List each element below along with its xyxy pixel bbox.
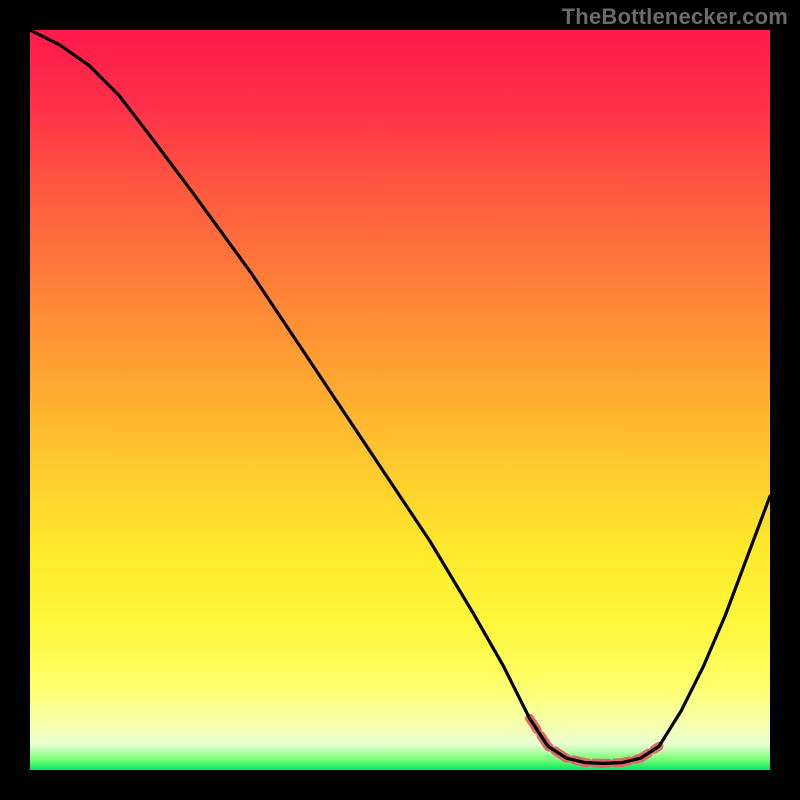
watermark-text: TheBottlenecker.com — [562, 4, 788, 30]
bottleneck-chart — [0, 0, 800, 800]
chart-container: TheBottlenecker.com — [0, 0, 800, 800]
plot-background — [30, 30, 770, 770]
